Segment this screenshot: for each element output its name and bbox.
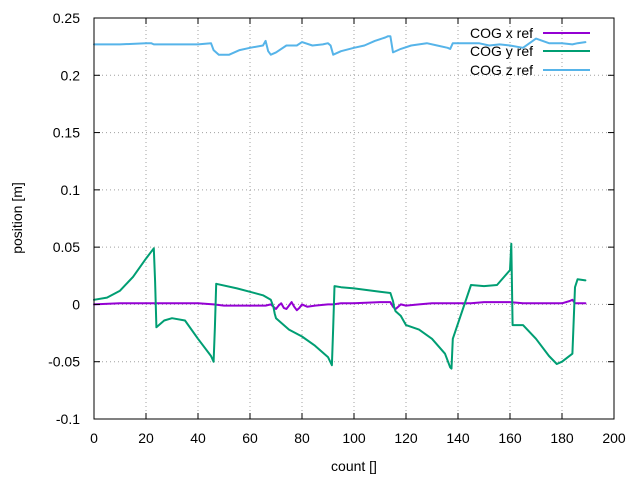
legend-label-cog-y: COG y ref: [470, 43, 533, 59]
x-axis-title: count []: [331, 458, 377, 474]
x-tick-label: 60: [242, 430, 258, 446]
tick-labels: 0 20 40 60 80 100 120 140 160 180 200 -0.1 -0.05 0 0.0…: [48, 10, 626, 446]
y-axis-title: position [m]: [9, 182, 25, 254]
y-tick-label: -0.05: [48, 354, 80, 370]
series-line-cog-y-ref: [93, 242, 587, 370]
y-tick-label: 0.15: [53, 125, 80, 141]
x-tick-label: 20: [138, 430, 154, 446]
series-line-cog-x-ref: [93, 298, 587, 312]
x-tick-label: 80: [294, 430, 310, 446]
x-tick-label: 140: [446, 430, 470, 446]
y-tick-label: 0.1: [61, 182, 81, 198]
x-tick-label: 180: [550, 430, 574, 446]
x-tick-label: 120: [394, 430, 418, 446]
y-tick-label: 0.25: [53, 10, 80, 26]
legend-label-cog-z: COG z ref: [470, 62, 533, 78]
x-tick-label: 200: [602, 430, 626, 446]
y-tick-label: 0.05: [53, 239, 80, 255]
legend-label-cog-x: COG x ref: [470, 25, 533, 41]
grid: [93, 17, 615, 420]
legend: COG x ref COG y ref COG z ref: [470, 25, 590, 78]
plot-series: [93, 35, 587, 370]
x-tick-label: 160: [498, 430, 522, 446]
x-tick-label: 100: [342, 430, 366, 446]
y-tick-label: 0: [72, 296, 80, 312]
x-tick-label: 0: [90, 430, 98, 446]
axis-ticks: [93, 17, 615, 420]
y-tick-label: -0.1: [56, 411, 80, 427]
series-line-cog-z-ref: [93, 35, 587, 56]
x-tick-label: 40: [190, 430, 206, 446]
y-tick-label: 0.2: [61, 67, 81, 83]
